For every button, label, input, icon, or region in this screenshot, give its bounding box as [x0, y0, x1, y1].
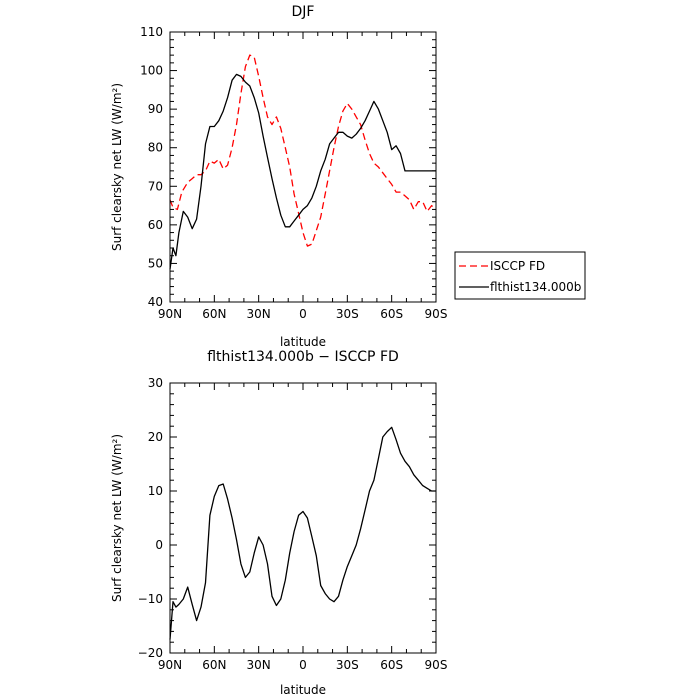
- x-tick-label: 30N: [247, 658, 271, 672]
- x-tick-label: 90S: [425, 658, 448, 672]
- plot-frame: [169, 31, 437, 303]
- series-line-isccp-fd: [169, 54, 437, 247]
- y-axis-label: Surf clearsky net LW (W/m²): [110, 83, 124, 251]
- y-tick-label: 110: [140, 25, 163, 39]
- y-tick-label: −10: [138, 592, 163, 606]
- x-tick-label: 90N: [158, 307, 182, 321]
- chart-title: flthist134.000b − ISCCP FD: [207, 349, 399, 365]
- x-axis-label: latitude: [280, 683, 326, 697]
- y-tick-label: 70: [148, 179, 163, 193]
- legend-label-isccp-fd: ISCCP FD: [490, 259, 545, 273]
- x-axis-label: latitude: [280, 335, 326, 349]
- x-tick-label: 60S: [380, 658, 403, 672]
- y-axis-label: Surf clearsky net LW (W/m²): [110, 434, 124, 602]
- series-line-difference: [169, 426, 436, 640]
- y-tick-label: 0: [155, 538, 163, 552]
- x-tick-label: 0: [299, 307, 307, 321]
- x-tick-label: 90S: [425, 307, 448, 321]
- series-line-flthist134-000b: [169, 73, 436, 270]
- x-tick-label: 0: [299, 658, 307, 672]
- y-tick-label: −20: [138, 646, 163, 660]
- x-tick-label: 60N: [202, 307, 226, 321]
- legend-box: [454, 251, 586, 300]
- x-tick-label: 90N: [158, 658, 182, 672]
- legend: ISCCP FD flthist134.000b: [454, 251, 586, 300]
- y-tick-label: 60: [148, 218, 163, 232]
- x-tick-label: 30S: [336, 307, 359, 321]
- y-tick-label: 100: [140, 64, 163, 78]
- y-tick-label: 40: [148, 295, 163, 309]
- y-tick-label: 30: [148, 376, 163, 390]
- y-tick-label: 20: [148, 430, 163, 444]
- x-tick-label: 60S: [380, 307, 403, 321]
- y-tick-label: 10: [148, 484, 163, 498]
- x-tick-label: 30S: [336, 658, 359, 672]
- chart-panel-difference: flthist134.000b − ISCCP FD Surf clearsky…: [110, 349, 447, 697]
- chart-panel-djf: DJF Surf clearsky net LW (W/m²) latitude…: [110, 4, 586, 349]
- y-tick-label: 90: [148, 102, 163, 116]
- x-tick-label: 30N: [247, 307, 271, 321]
- y-tick-label: 80: [148, 141, 163, 155]
- y-tick-label: 50: [148, 256, 163, 270]
- x-tick-label: 60N: [202, 658, 226, 672]
- chart-title: DJF: [292, 4, 315, 20]
- legend-label-flthist: flthist134.000b: [490, 280, 581, 294]
